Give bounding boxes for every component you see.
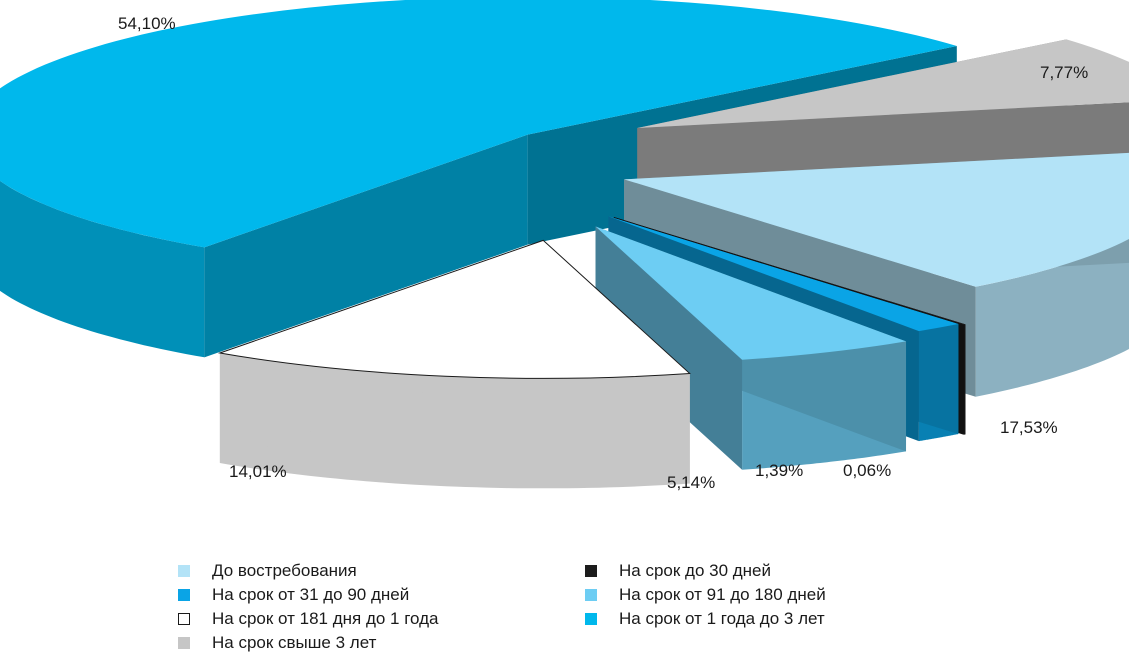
legend-label: До востребования xyxy=(212,561,357,580)
legend-item: На срок до 30 дней xyxy=(585,561,771,581)
legend-label: На срок от 31 до 90 дней xyxy=(212,585,410,604)
slice-value-label: 0,06% xyxy=(843,461,892,480)
slice-value-label: 5,14% xyxy=(667,473,716,492)
slice-side-6 xyxy=(0,180,205,358)
slice-value-label: 17,53% xyxy=(1000,418,1058,437)
legend-label: На срок от 1 года до 3 лет xyxy=(619,609,825,628)
slice-5 xyxy=(217,239,691,489)
slice-top-7 xyxy=(637,39,1129,128)
slice-top-3 xyxy=(608,216,959,332)
slice-top-6 xyxy=(0,0,957,248)
legend-label: На срок до 30 дней xyxy=(619,561,772,580)
legend-label: На срок от 181 дня до 1 года xyxy=(212,609,439,628)
slice-wall-6 xyxy=(204,134,528,358)
legend-item: На срок свыше 3 лет xyxy=(178,633,376,653)
slice-top-1 xyxy=(624,152,1129,287)
legend-item: На срок от 31 до 90 дней xyxy=(178,585,409,605)
legend-swatch xyxy=(178,565,190,577)
legend-item: На срок от 181 дня до 1 года xyxy=(178,609,439,629)
legend-item: На срок от 1 года до 3 лет xyxy=(585,609,825,629)
legend-swatch xyxy=(178,589,190,601)
legend-item: На срок от 91 до 180 дней xyxy=(585,585,826,605)
slice-top-2 xyxy=(613,216,966,325)
slice-value-label: 7,77% xyxy=(1040,63,1089,82)
legend-label: На срок свыше 3 лет xyxy=(212,633,377,652)
legend-swatch xyxy=(178,637,190,649)
legend-item: До востребования xyxy=(178,561,357,581)
pie-slices xyxy=(0,0,1129,489)
slice-side-1 xyxy=(975,239,1129,397)
slice-value-label: 54,10% xyxy=(118,14,176,33)
legend-swatch xyxy=(585,565,597,577)
legend-label: На срок от 91 до 180 дней xyxy=(619,585,826,604)
slice-4 xyxy=(595,226,907,470)
legend-swatch xyxy=(178,613,190,625)
legend-swatch xyxy=(585,613,597,625)
slice-value-label: 1,39% xyxy=(755,461,804,480)
slice-top-4 xyxy=(595,226,907,360)
slice-top-5 xyxy=(217,239,691,379)
slice-wall-4 xyxy=(595,226,743,470)
slice-value-label: 14,01% xyxy=(229,462,287,481)
legend-swatch xyxy=(585,589,597,601)
